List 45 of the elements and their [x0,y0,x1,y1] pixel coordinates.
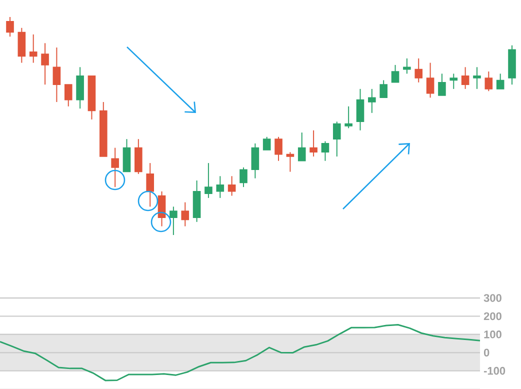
candlestick [286,152,294,172]
candlestick [251,142,260,179]
candlestick [298,132,306,162]
candlestick [274,136,282,162]
candlestick [111,147,119,188]
candlestick [76,66,84,110]
candlestick [332,121,341,158]
candlestick [461,66,470,90]
candlestick [473,66,481,90]
y-tick-label: 0 [484,348,490,356]
y-tick-label: 100 [484,330,502,338]
candlestick [170,206,178,236]
candlestick [6,16,14,38]
candlestick [380,80,388,98]
candlestick [262,136,271,150]
candlestick [414,58,423,83]
candlestick [240,166,248,188]
candlestick [64,84,72,107]
candlestick [228,176,236,196]
candlestick [52,47,61,103]
candlestick [368,88,376,114]
candlestick [344,106,352,129]
candlestick [484,70,493,92]
candlestick [204,162,212,198]
candlestick [310,130,318,158]
candlestick [134,138,142,174]
candlestick [391,64,400,83]
candlestick [29,34,38,64]
candlestick [496,73,504,90]
candlestick [426,62,434,98]
candlestick [321,140,330,162]
y-tick-label: 300 [484,294,502,302]
candlestick [450,73,458,90]
candlestick [18,27,26,64]
candlestick [41,42,49,86]
y-tick-label: -100 [484,366,506,375]
candlestick [181,202,190,227]
candlestick [356,88,364,131]
y-tick-label: 200 [484,312,502,320]
candlestick [158,190,166,227]
candlestick [146,162,154,208]
candlestick [216,176,224,198]
candlestick [122,138,131,172]
candlestick [403,58,411,74]
candlestick [438,73,446,96]
